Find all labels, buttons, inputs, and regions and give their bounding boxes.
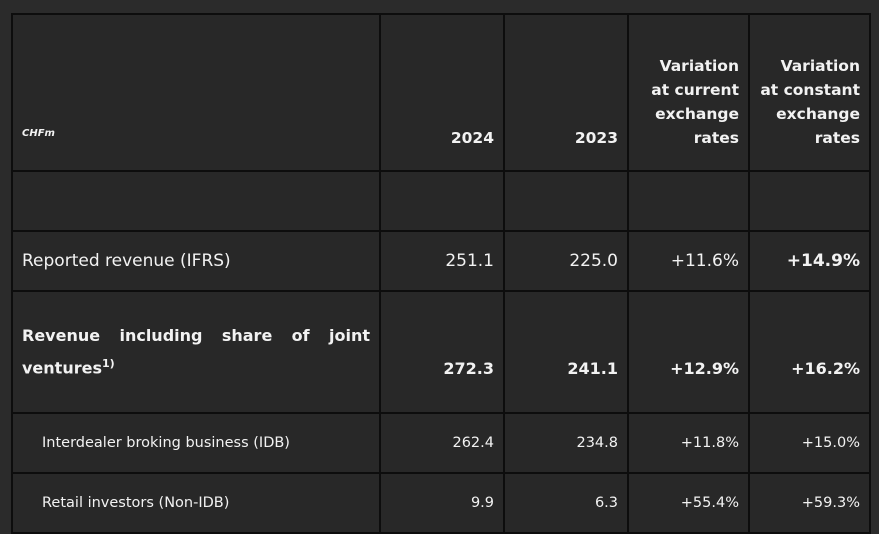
header-2024: 2024 [379,13,505,172]
row-label: Revenue including share of joint venture… [11,290,381,414]
row-label: Reported revenue (IFRS) [11,230,381,292]
header-variation-current: Variation at current exchange rates [627,13,750,172]
header-variation-constant: Variation at constant exchange rates [748,13,871,172]
cell-variation-constant: +15.0% [748,412,871,474]
cell-variation-constant: +14.9% [748,230,871,292]
cell-2023: 225.0 [503,230,629,292]
table-row: Reported revenue (IFRS) 251.1 225.0 +11.… [11,230,871,292]
revenue-table: CHFm 2024 2023 Variation at current exch… [11,13,871,534]
cell-variation-constant: +59.3% [748,472,871,534]
row-label: Interdealer broking business (IDB) [11,412,381,474]
footnote-marker: 1) [101,356,115,370]
header-row: CHFm 2024 2023 Variation at current exch… [11,13,871,172]
cell-2024: 262.4 [379,412,505,474]
empty-row [11,170,871,232]
cell-variation-current: +11.6% [627,230,750,292]
cell-variation-constant: +16.2% [748,290,871,414]
cell-2024: 272.3 [379,290,505,414]
cell-variation-current: +55.4% [627,472,750,534]
cell-2024: 9.9 [379,472,505,534]
row-label: Retail investors (Non-IDB) [11,472,381,534]
unit-label: CHFm [11,13,381,172]
cell-2023: 6.3 [503,472,629,534]
cell-2023: 234.8 [503,412,629,474]
cell-2023: 241.1 [503,290,629,414]
table-row: Retail investors (Non-IDB) 9.9 6.3 +55.4… [11,472,871,534]
header-2023: 2023 [503,13,629,172]
cell-2024: 251.1 [379,230,505,292]
cell-variation-current: +12.9% [627,290,750,414]
cell-variation-current: +11.8% [627,412,750,474]
table-row: Revenue including share of joint venture… [11,290,871,414]
table-row: Interdealer broking business (IDB) 262.4… [11,412,871,474]
